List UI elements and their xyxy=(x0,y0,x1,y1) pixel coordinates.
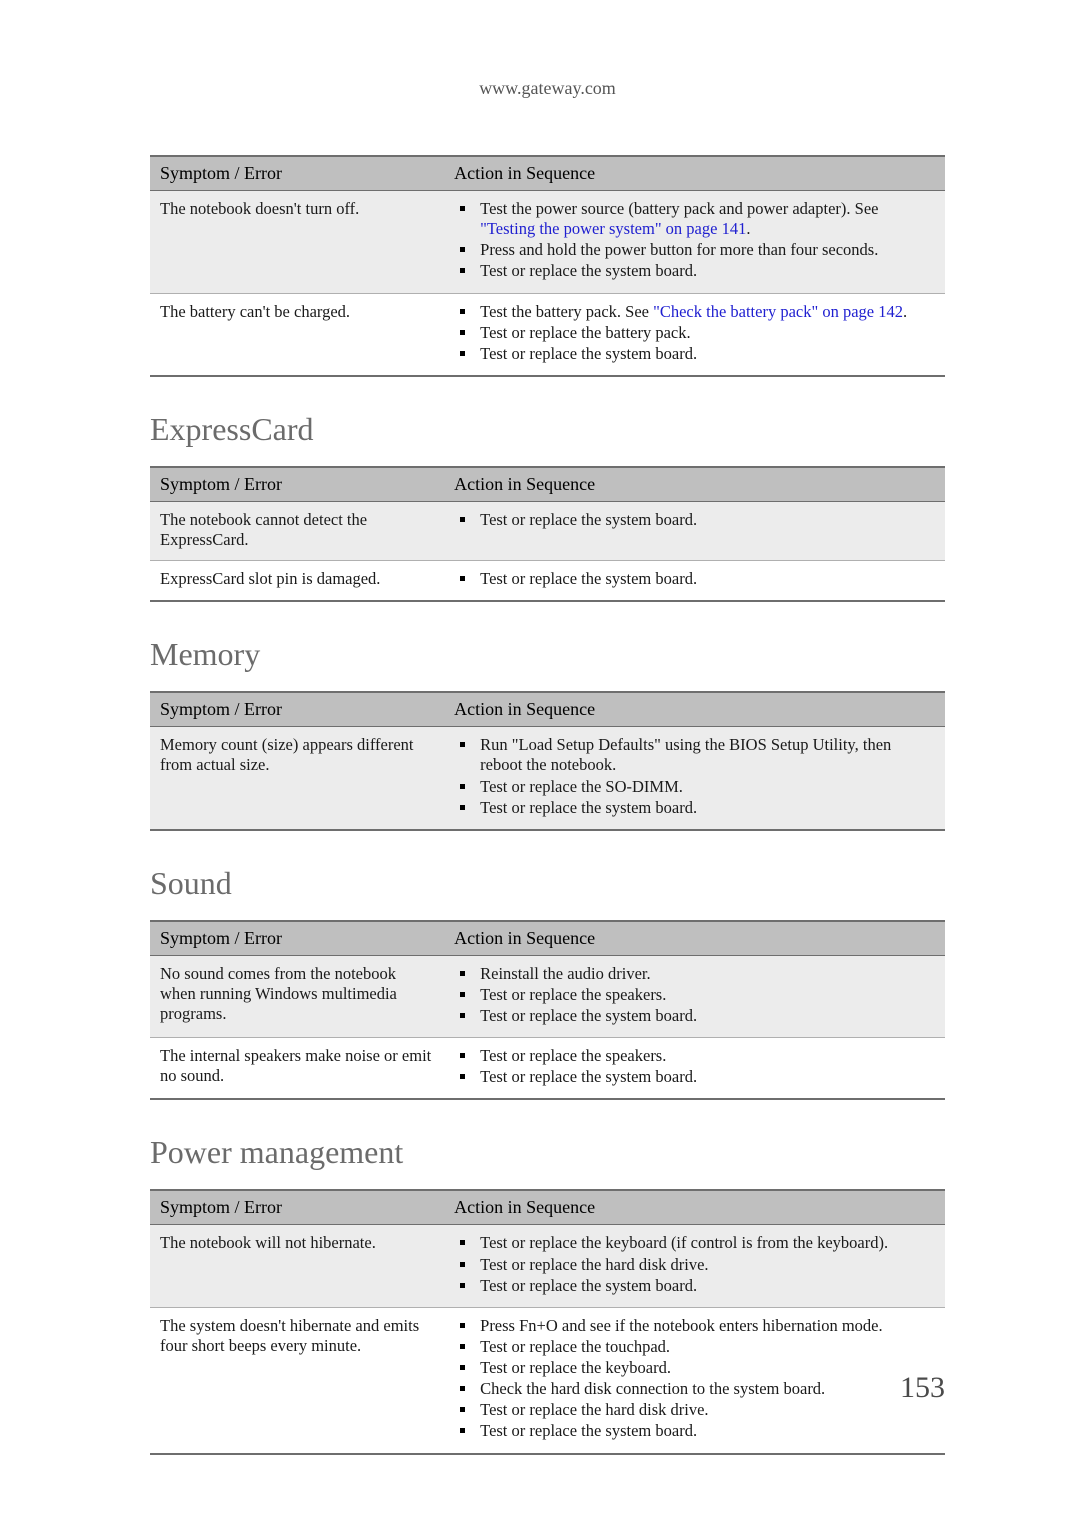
column-header-action: Action in Sequence xyxy=(444,467,945,502)
column-header-symptom: Symptom / Error xyxy=(150,921,444,956)
action-cell: Press Fn+O and see if the notebook enter… xyxy=(444,1307,945,1453)
action-text: . xyxy=(903,302,907,321)
column-header-action: Action in Sequence xyxy=(444,921,945,956)
action-cell: Run "Load Setup Defaults" using the BIOS… xyxy=(444,727,945,830)
action-item: Check the hard disk connection to the sy… xyxy=(474,1379,935,1399)
action-item: Press Fn+O and see if the notebook enter… xyxy=(474,1316,935,1336)
symptom-table: Symptom / ErrorAction in SequenceThe not… xyxy=(150,466,945,602)
column-header-symptom: Symptom / Error xyxy=(150,1190,444,1225)
cross-reference-link[interactable]: "Check the battery pack" on page 142 xyxy=(653,302,903,321)
action-item: Test or replace the system board. xyxy=(474,344,935,364)
action-item: Test or replace the system board. xyxy=(474,1006,935,1026)
symptom-table: Symptom / ErrorAction in SequenceThe not… xyxy=(150,1189,945,1454)
action-text: . xyxy=(746,219,750,238)
action-item: Reinstall the audio driver. xyxy=(474,964,935,984)
action-item: Test or replace the speakers. xyxy=(474,985,935,1005)
table-row: The internal speakers make noise or emit… xyxy=(150,1038,945,1100)
action-list: Test or replace the keyboard (if control… xyxy=(454,1233,935,1295)
symptom-cell: The system doesn't hibernate and emits f… xyxy=(150,1307,444,1453)
symptom-cell: The notebook cannot detect the ExpressCa… xyxy=(150,501,444,560)
action-item: Test or replace the system board. xyxy=(474,798,935,818)
symptom-cell: The internal speakers make noise or emit… xyxy=(150,1038,444,1100)
action-item: Test or replace the keyboard (if control… xyxy=(474,1233,935,1253)
table-row: The notebook will not hibernate. Test or … xyxy=(150,1225,945,1307)
symptom-cell: The battery can't be charged. xyxy=(150,293,444,376)
symptom-cell: ExpressCard slot pin is damaged. xyxy=(150,561,444,602)
page-number: 153 xyxy=(900,1371,945,1405)
action-item: Press and hold the power button for more… xyxy=(474,240,935,260)
column-header-action: Action in Sequence xyxy=(444,692,945,727)
action-cell: Test or replace the system board. xyxy=(444,561,945,602)
section-title: Power management xyxy=(150,1134,945,1171)
table-row: Memory count (size) appears different fr… xyxy=(150,727,945,830)
section-title: ExpressCard xyxy=(150,411,945,448)
table-row: ExpressCard slot pin is damaged. Test or … xyxy=(150,561,945,602)
column-header-symptom: Symptom / Error xyxy=(150,156,444,191)
action-item: Test or replace the system board. xyxy=(474,261,935,281)
page-header-url: www.gateway.com xyxy=(150,78,945,99)
action-item: Run "Load Setup Defaults" using the BIOS… xyxy=(474,735,935,775)
action-cell: Test or replace the system board. xyxy=(444,501,945,560)
action-item: Test or replace the system board. xyxy=(474,510,935,530)
column-header-action: Action in Sequence xyxy=(444,156,945,191)
symptom-cell: Memory count (size) appears different fr… xyxy=(150,727,444,830)
action-item: Test or replace the system board. xyxy=(474,569,935,589)
symptom-table: Symptom / ErrorAction in SequenceThe not… xyxy=(150,155,945,377)
section-title: Sound xyxy=(150,865,945,902)
symptom-cell: The notebook will not hibernate. xyxy=(150,1225,444,1307)
action-item: Test or replace the battery pack. xyxy=(474,323,935,343)
column-header-symptom: Symptom / Error xyxy=(150,467,444,502)
action-list: Test or replace the speakers.Test or rep… xyxy=(454,1046,935,1087)
action-list: Test or replace the system board. xyxy=(454,569,935,589)
action-text: Test the power source (battery pack and … xyxy=(480,199,878,218)
symptom-table: Symptom / ErrorAction in SequenceNo soun… xyxy=(150,920,945,1101)
action-text: Test the battery pack. See xyxy=(480,302,653,321)
action-list: Reinstall the audio driver.Test or repla… xyxy=(454,964,935,1026)
section-title: Memory xyxy=(150,636,945,673)
action-cell: Test the power source (battery pack and … xyxy=(444,191,945,294)
action-item: Test or replace the system board. xyxy=(474,1067,935,1087)
symptom-cell: No sound comes from the notebook when ru… xyxy=(150,955,444,1037)
action-list: Run "Load Setup Defaults" using the BIOS… xyxy=(454,735,935,818)
action-item: Test the power source (battery pack and … xyxy=(474,199,935,239)
action-list: Test the battery pack. See "Check the ba… xyxy=(454,302,935,364)
action-cell: Test or replace the speakers.Test or rep… xyxy=(444,1038,945,1100)
table-row: No sound comes from the notebook when ru… xyxy=(150,955,945,1037)
column-header-symptom: Symptom / Error xyxy=(150,692,444,727)
action-item: Test or replace the speakers. xyxy=(474,1046,935,1066)
table-row: The notebook cannot detect the ExpressCa… xyxy=(150,501,945,560)
action-item: Test or replace the hard disk drive. xyxy=(474,1255,935,1275)
table-row: The system doesn't hibernate and emits f… xyxy=(150,1307,945,1453)
page-container: www.gateway.com Symptom / ErrorAction in… xyxy=(0,0,1080,1515)
action-item: Test or replace the touchpad. xyxy=(474,1337,935,1357)
action-item: Test the battery pack. See "Check the ba… xyxy=(474,302,935,322)
action-item: Test or replace the keyboard. xyxy=(474,1358,935,1378)
symptom-cell: The notebook doesn't turn off. xyxy=(150,191,444,294)
tables-region: Symptom / ErrorAction in SequenceThe not… xyxy=(150,155,945,1455)
action-item: Test or replace the SO-DIMM. xyxy=(474,777,935,797)
action-list: Press Fn+O and see if the notebook enter… xyxy=(454,1316,935,1442)
action-cell: Test the battery pack. See "Check the ba… xyxy=(444,293,945,376)
action-cell: Reinstall the audio driver.Test or repla… xyxy=(444,955,945,1037)
cross-reference-link[interactable]: "Testing the power system" on page 141 xyxy=(480,219,746,238)
column-header-action: Action in Sequence xyxy=(444,1190,945,1225)
symptom-table: Symptom / ErrorAction in SequenceMemory … xyxy=(150,691,945,831)
table-row: The notebook doesn't turn off. Test the p… xyxy=(150,191,945,294)
action-item: Test or replace the system board. xyxy=(474,1421,935,1441)
action-item: Test or replace the hard disk drive. xyxy=(474,1400,935,1420)
table-row: The battery can't be charged. Test the ba… xyxy=(150,293,945,376)
action-item: Test or replace the system board. xyxy=(474,1276,935,1296)
action-list: Test or replace the system board. xyxy=(454,510,935,530)
action-cell: Test or replace the keyboard (if control… xyxy=(444,1225,945,1307)
action-list: Test the power source (battery pack and … xyxy=(454,199,935,282)
